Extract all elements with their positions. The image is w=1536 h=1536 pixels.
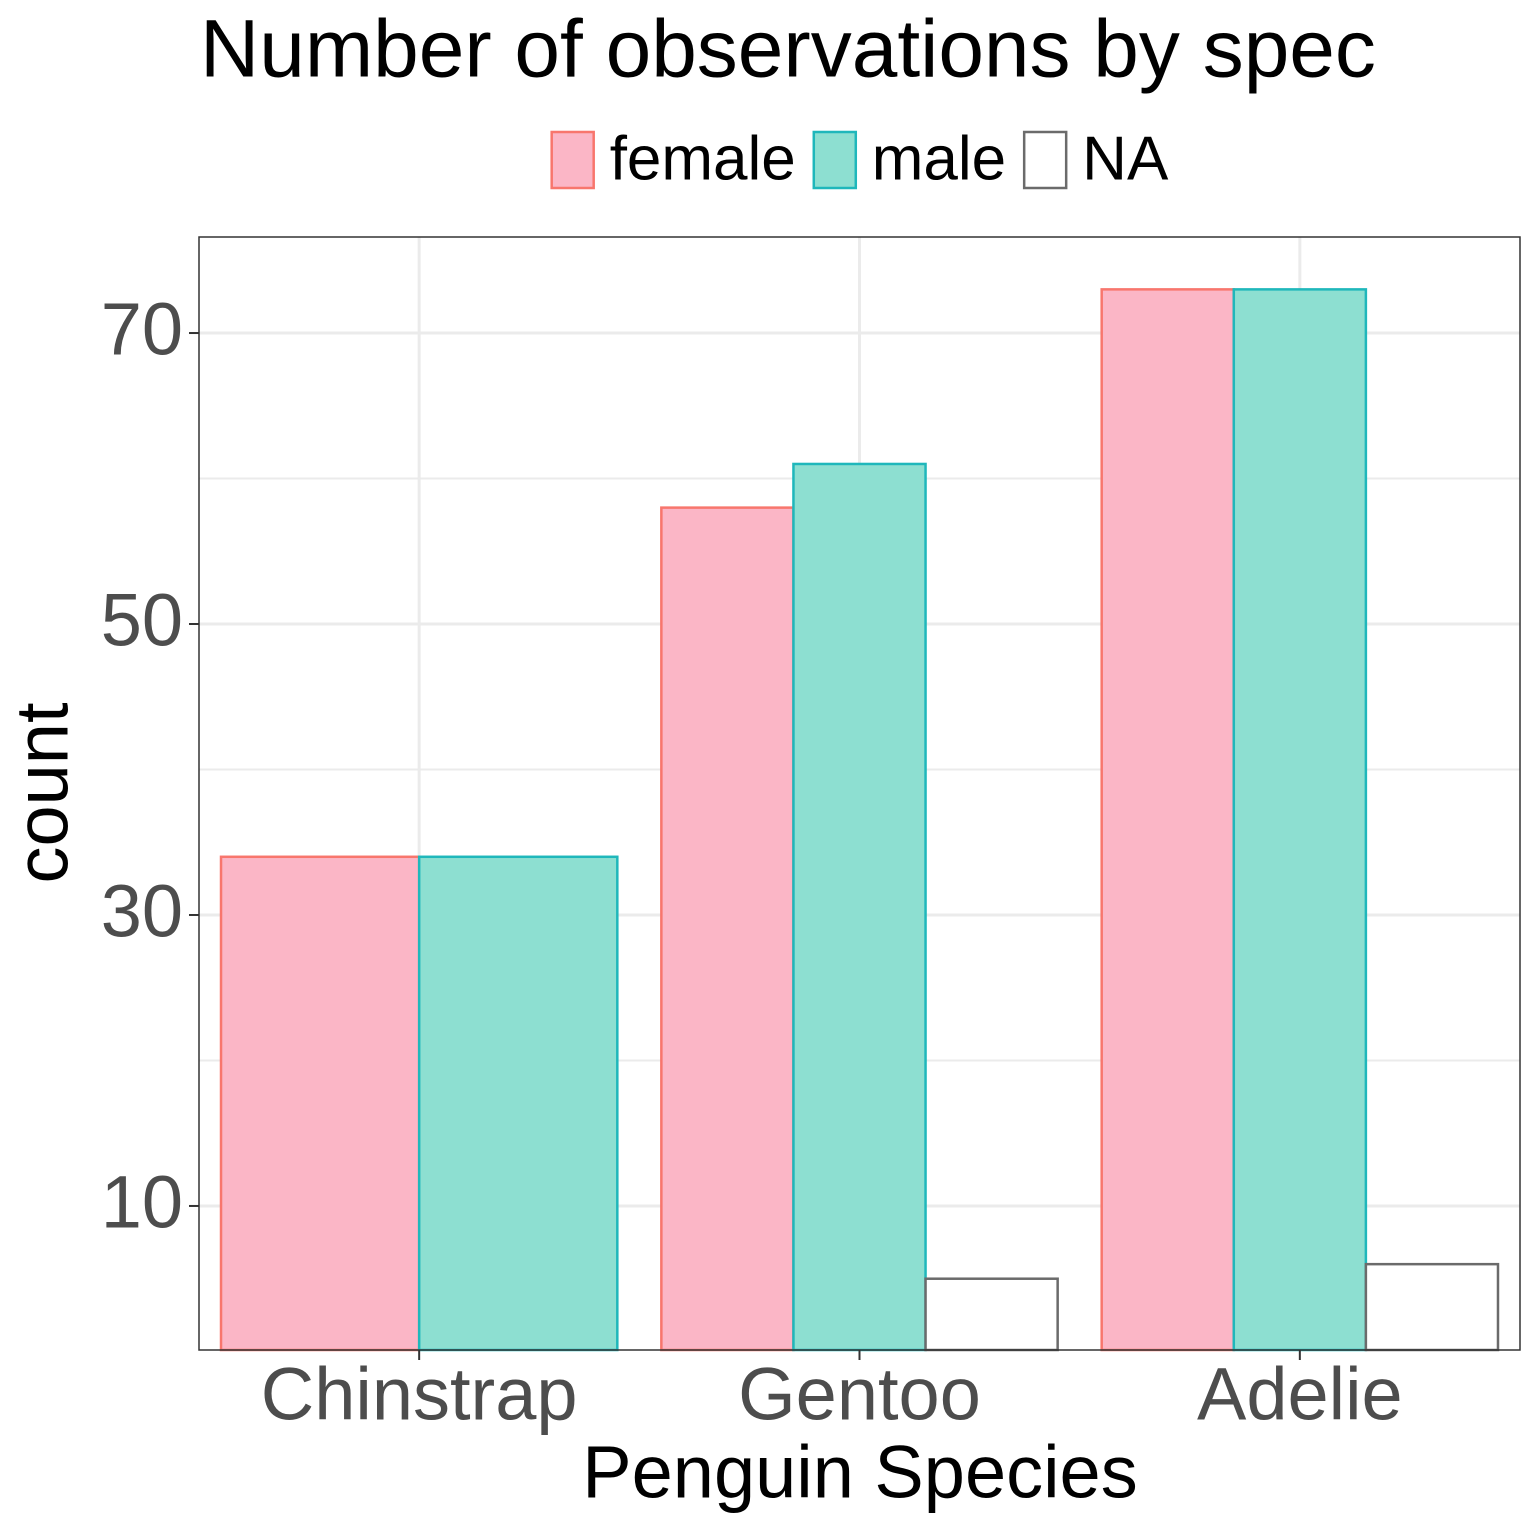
bar bbox=[792, 462, 927, 1352]
chart-title: Number of observations by spec bbox=[200, 4, 1376, 95]
plot-border bbox=[198, 236, 1521, 1351]
legend-label: female bbox=[610, 124, 796, 193]
y-tick-label: 50 bbox=[101, 579, 183, 662]
x-tick-label: Chinstrap bbox=[261, 1353, 578, 1436]
bar bbox=[1232, 288, 1368, 1352]
y-tick-label: 10 bbox=[101, 1161, 183, 1244]
legend-key bbox=[1022, 130, 1068, 190]
x-tick-label: Gentoo bbox=[738, 1353, 981, 1436]
y-tick-label: 30 bbox=[101, 870, 183, 953]
bar bbox=[417, 855, 619, 1352]
y-axis-title: count bbox=[1, 702, 84, 883]
y-tick-label: 70 bbox=[101, 288, 183, 371]
bar bbox=[1100, 288, 1236, 1352]
bar bbox=[924, 1277, 1059, 1352]
legend-key bbox=[812, 130, 858, 190]
legend-label: NA bbox=[1082, 124, 1169, 193]
legend-label: male bbox=[872, 124, 1006, 193]
legend-key bbox=[550, 130, 595, 190]
bar bbox=[660, 506, 795, 1352]
x-axis-title: Penguin Species bbox=[582, 1431, 1137, 1514]
x-tick-label: Adelie bbox=[1197, 1353, 1403, 1436]
bar bbox=[1364, 1262, 1500, 1352]
bar bbox=[219, 855, 421, 1352]
